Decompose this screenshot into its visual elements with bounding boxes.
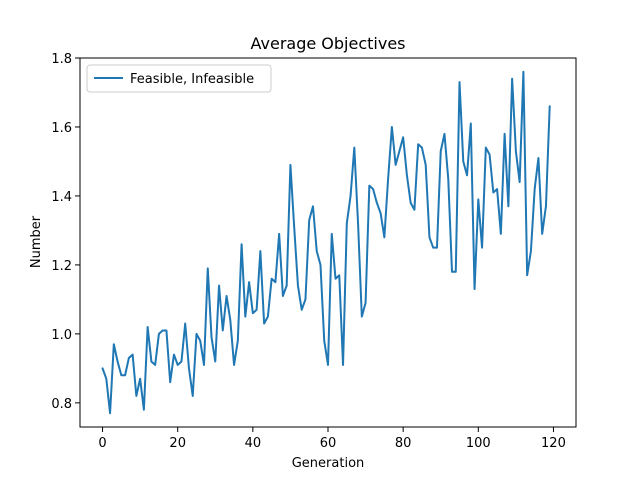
chart-title: Average Objectives bbox=[251, 34, 406, 53]
y-tick-label: 0.8 bbox=[51, 397, 72, 412]
y-tick-label: 1.4 bbox=[51, 190, 72, 205]
legend-label: Feasible, Infeasible bbox=[130, 72, 254, 87]
x-axis-ticks: 0 20 40 60 80 100 120 bbox=[98, 427, 566, 451]
y-tick-label: 1.0 bbox=[51, 328, 72, 343]
x-tick-label: 120 bbox=[541, 436, 566, 451]
x-tick-label: 100 bbox=[466, 436, 491, 451]
x-tick-label: 40 bbox=[245, 436, 262, 451]
legend: Feasible, Infeasible bbox=[86, 64, 272, 93]
y-tick-label: 1.8 bbox=[51, 52, 72, 67]
y-axis-label: Number bbox=[29, 215, 44, 268]
plot-area bbox=[101, 70, 551, 415]
x-tick-label: 20 bbox=[169, 436, 186, 451]
series-line-feasible-infeasible bbox=[101, 70, 551, 415]
y-axis-ticks: 0.8 1.0 1.2 1.4 1.6 1.8 bbox=[51, 52, 80, 412]
x-tick-label: 80 bbox=[395, 436, 412, 451]
x-tick-label: 60 bbox=[320, 436, 337, 451]
x-axis-label: Generation bbox=[292, 456, 365, 471]
x-tick-label: 0 bbox=[98, 436, 106, 451]
y-tick-label: 1.2 bbox=[51, 259, 72, 274]
legend-box bbox=[86, 64, 272, 93]
y-tick-label: 1.6 bbox=[51, 121, 72, 136]
